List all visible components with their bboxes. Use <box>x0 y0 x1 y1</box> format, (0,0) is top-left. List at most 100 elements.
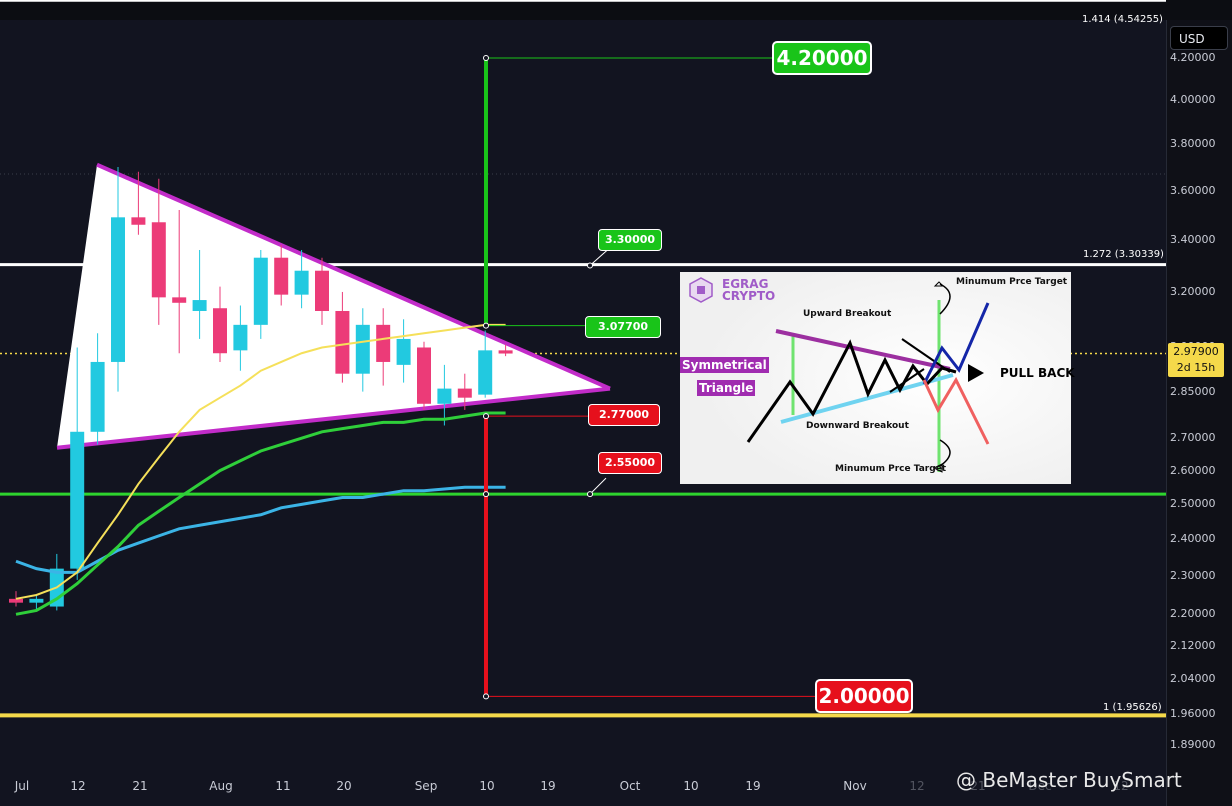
x-tick-label: 21 <box>970 779 986 793</box>
currency-selector[interactable]: USD <box>1170 26 1228 50</box>
x-tick-label: Jul <box>14 779 30 793</box>
y-tick-label: 2.12000 <box>1170 639 1216 653</box>
upward-breakout-label: Upward Breakout <box>803 309 892 319</box>
brand-line-2: CRYPTO <box>722 289 776 303</box>
x-tick-label: 12 <box>909 779 925 793</box>
candle-body <box>335 310 350 374</box>
y-tick-label: 1.96000 <box>1170 706 1216 720</box>
target-3-3-box: 3.30000 <box>598 229 662 251</box>
y-tick-label: 2.40000 <box>1170 532 1216 546</box>
y-tick-label: 2.70000 <box>1170 431 1216 445</box>
watermark-text: @ BeMaster BuySmart <box>956 768 1182 792</box>
candle-body <box>498 350 513 354</box>
x-tick-label: Aug <box>209 779 233 793</box>
ema-green-line <box>15 411 506 616</box>
min-target-bottom-label: Minumum Prce Target <box>835 464 947 474</box>
y-tick-label: 2.30000 <box>1170 569 1216 583</box>
x-tick-label: 21 <box>132 779 148 793</box>
target-2-77-box: 2.77000 <box>588 404 660 426</box>
watermark: @ BeMaster BuySmart <box>956 768 1182 792</box>
y-tick-label: 3.60000 <box>1170 183 1216 197</box>
target-4-2-box: 4.20000 <box>772 41 872 75</box>
candle-body <box>70 431 85 569</box>
fib-1414-label: 1.414 (4.54255) <box>1082 14 1163 25</box>
fib-1272-label: 1.272 (3.30339) <box>1083 249 1164 260</box>
current-price-tag: 2.97900 2d 15h <box>1168 343 1224 377</box>
top-bar <box>0 0 1232 20</box>
x-tick-label: Nov <box>843 779 867 793</box>
triangle-label: Triangle <box>697 380 756 396</box>
candle-body <box>376 324 391 362</box>
y-tick-label: 2.60000 <box>1170 463 1216 477</box>
x-tick-label: 10 <box>479 779 495 793</box>
x-tick-label: 12 <box>70 779 86 793</box>
y-tick-label: 2.50000 <box>1170 497 1216 511</box>
x-tick-label: 11 <box>275 779 291 793</box>
target-2-0-box: 2.00000 <box>815 679 913 713</box>
target-3-077-box: 3.07700 <box>585 316 661 338</box>
candle-body <box>233 324 248 351</box>
candle-body <box>192 300 207 311</box>
candle-body <box>417 347 431 404</box>
x-tick-label: 19 <box>745 779 761 793</box>
candle-countdown: 2d 15h <box>1176 361 1216 374</box>
x-tick-label: Sep <box>414 779 438 793</box>
candle-body <box>253 257 268 325</box>
y-tick-label: 2.85000 <box>1170 384 1216 398</box>
anchor-point <box>483 55 489 61</box>
brand-line-1: EGRAG <box>722 277 769 291</box>
candle-body <box>274 257 289 295</box>
candle-body <box>172 297 187 303</box>
candle-body <box>111 217 125 362</box>
y-tick-label: 3.80000 <box>1170 137 1216 151</box>
anchor-point <box>587 262 593 269</box>
triangle-lower-edge <box>56 386 611 450</box>
x-tick-label: 12 <box>1113 779 1129 793</box>
candle-body <box>437 388 452 404</box>
candle-body <box>396 338 411 365</box>
x-tick-label: 20 <box>336 779 352 793</box>
fib-1-label: 1 (1.95626) <box>1103 702 1162 713</box>
candle-body <box>478 350 493 395</box>
y-tick-label: 1.89000 <box>1170 738 1216 751</box>
anchor-point <box>483 413 489 420</box>
min-target-top-label: Minumum Prce Target <box>956 277 1068 287</box>
callout-leader <box>589 249 609 266</box>
y-tick-label: 2.20000 <box>1170 607 1216 621</box>
candle-body <box>457 388 472 398</box>
anchor-point <box>483 693 489 700</box>
y-tick-label: 2.04000 <box>1170 672 1216 686</box>
candle-body <box>9 598 23 603</box>
y-tick-label: 4.20000 <box>1170 51 1216 64</box>
x-tick-label: 19 <box>540 779 556 793</box>
ema-yellow-line <box>15 323 506 600</box>
triangle-fill <box>57 164 610 448</box>
x-tick-label: 10 <box>683 779 699 793</box>
callout-leader <box>589 477 607 495</box>
anchor-point <box>483 491 489 498</box>
target-2-55-box: 2.55000 <box>598 452 662 474</box>
egrag-logo-icon <box>689 277 713 303</box>
y-tick-label: 3.20000 <box>1170 284 1216 298</box>
x-tick-label: Oct <box>619 779 641 793</box>
downward-breakout-label: Downward Breakout <box>806 421 909 431</box>
candle-body <box>355 324 370 374</box>
pattern-diagram <box>680 272 1071 484</box>
pattern-inset <box>680 272 1071 484</box>
y-tick-label: 3.40000 <box>1170 232 1216 246</box>
candle-body <box>90 361 105 432</box>
candle-body <box>151 222 166 298</box>
brand-name: EGRAG CRYPTO <box>722 278 775 302</box>
anchor-point <box>587 491 593 498</box>
candle-body <box>131 217 146 225</box>
pullback-label: PULL BACK <box>1000 366 1075 380</box>
ema-cyan-line <box>15 485 506 574</box>
price-scale[interactable] <box>1166 20 1232 806</box>
triangle-upper-edge <box>96 162 611 391</box>
candle-body <box>294 270 309 295</box>
y-tick-label: 4.00000 <box>1170 92 1216 106</box>
candle-body <box>29 598 44 603</box>
anchor-point <box>483 322 489 329</box>
